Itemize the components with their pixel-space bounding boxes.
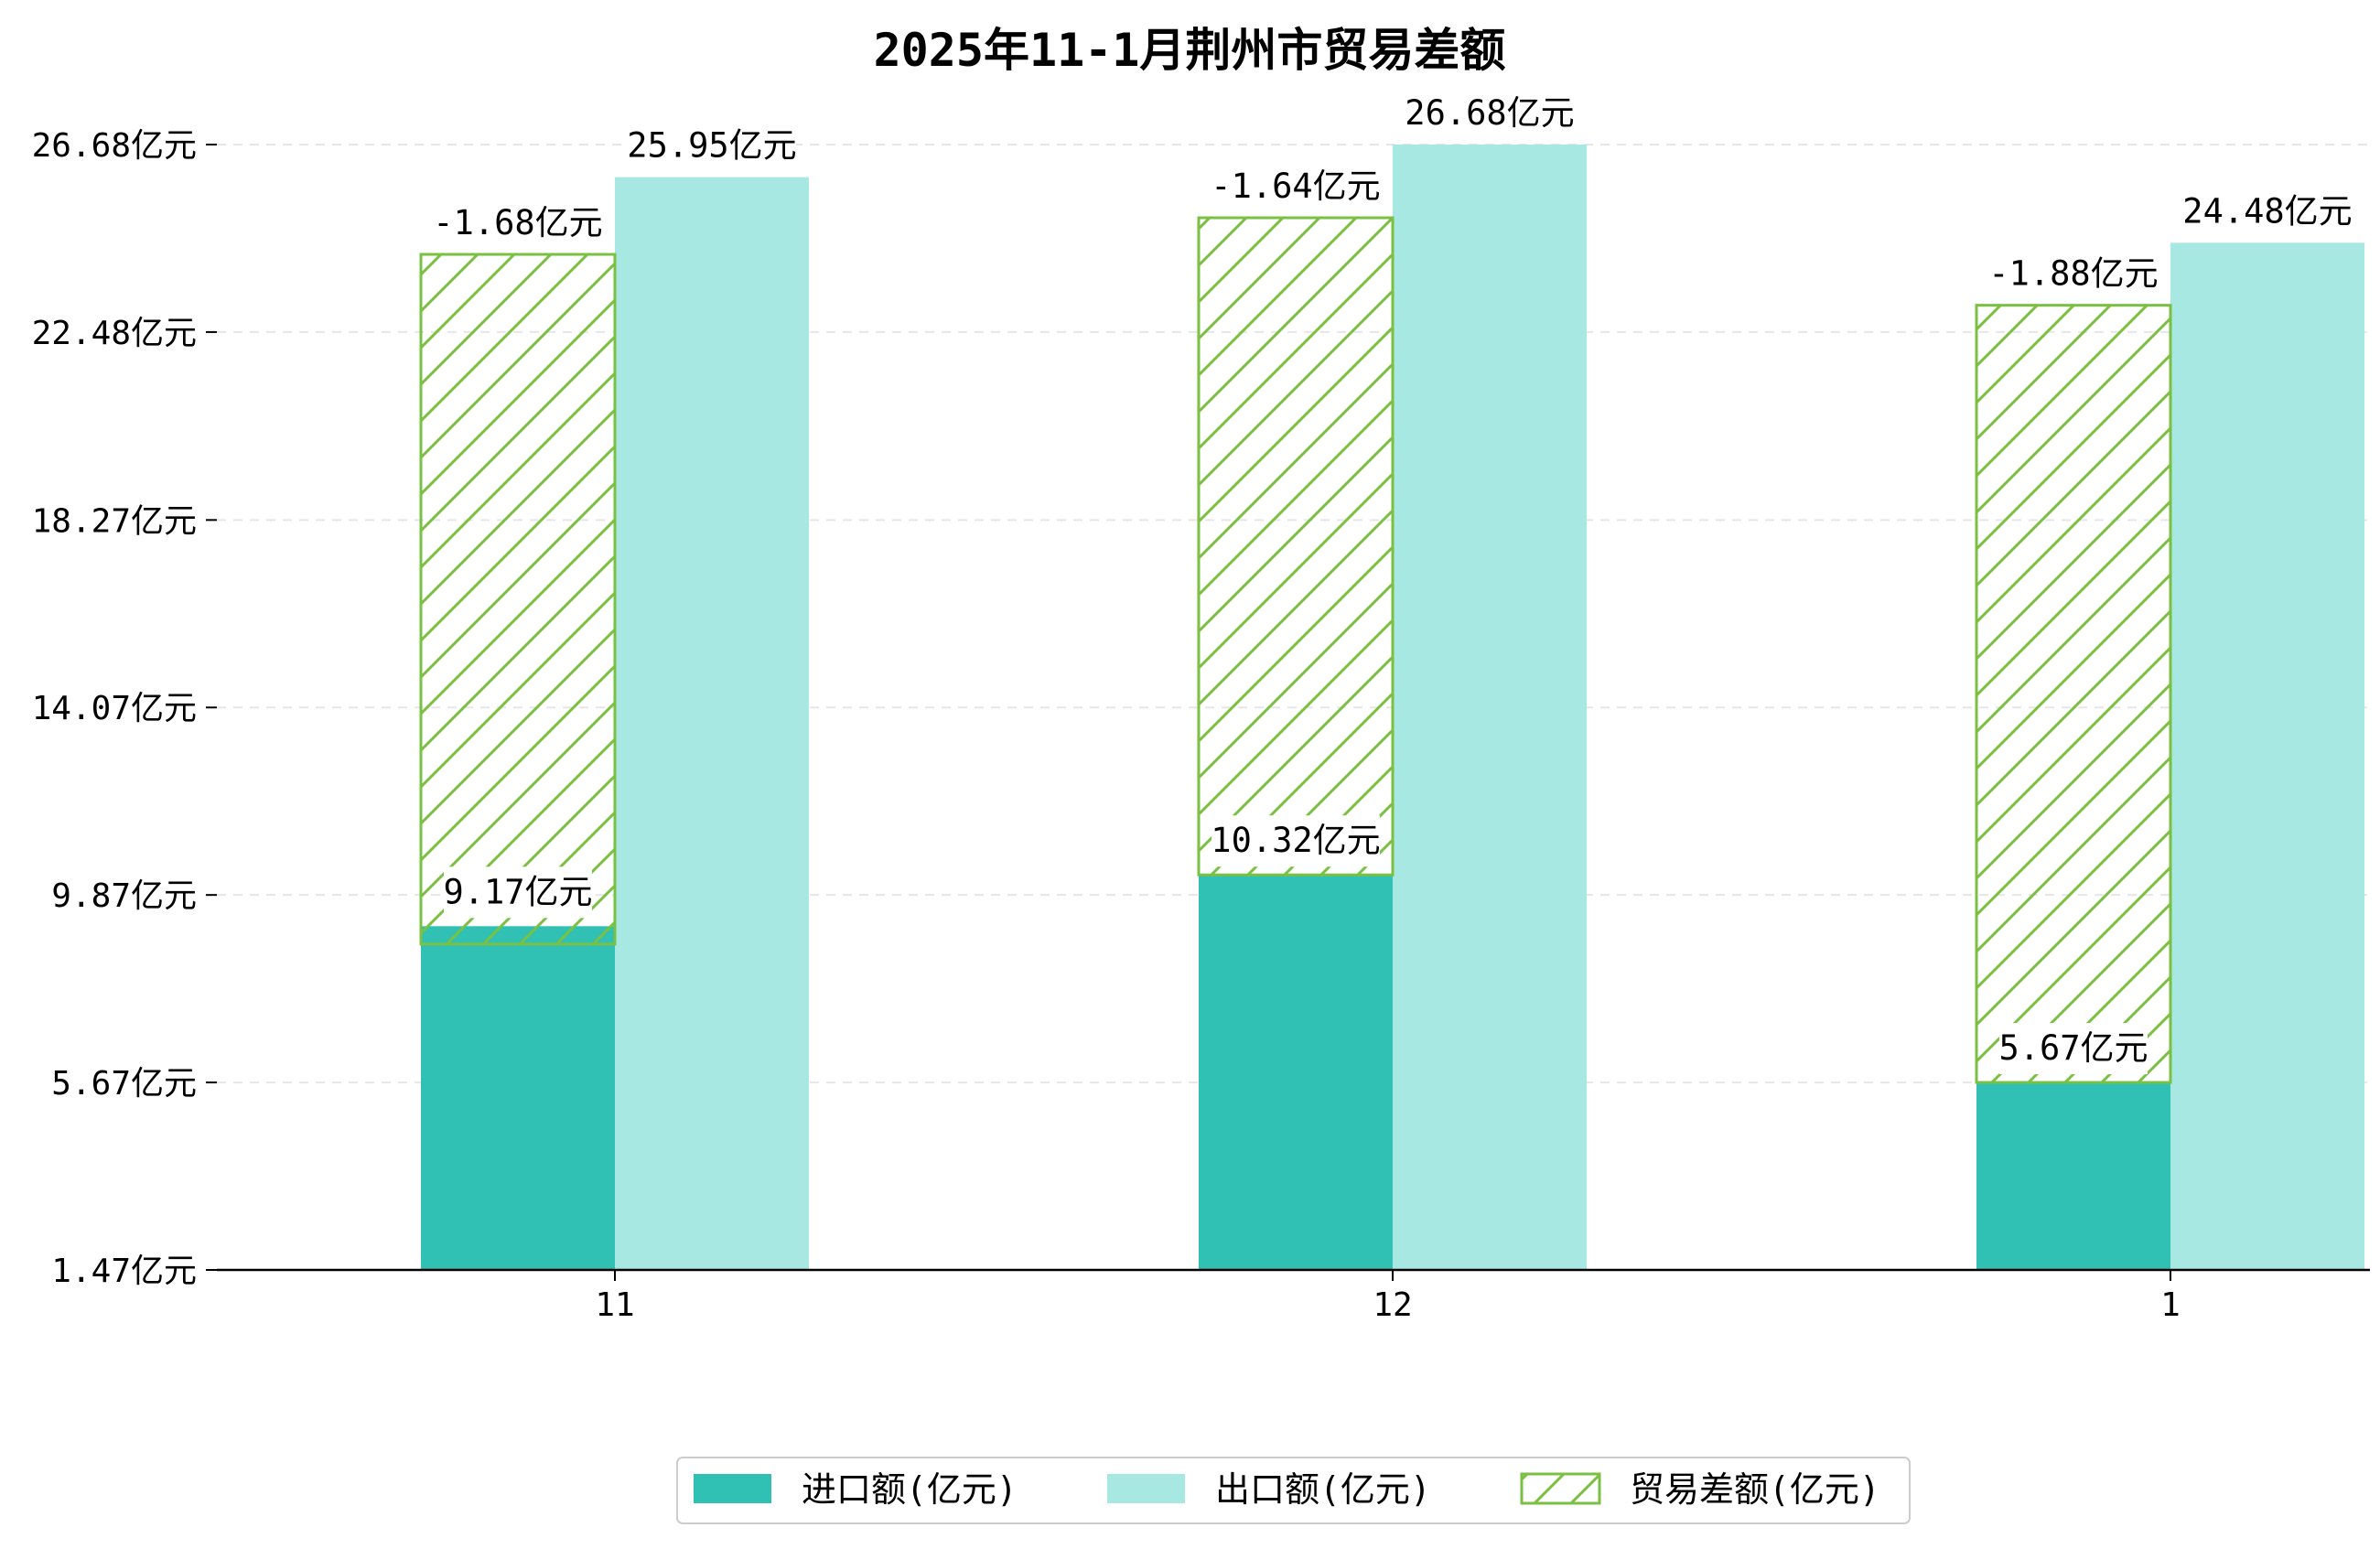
export-bar	[615, 177, 809, 1270]
x-tick-label: 1	[2160, 1286, 2181, 1324]
balance-value-label: -1.64亿元	[1211, 167, 1380, 206]
legend-export-swatch	[1107, 1474, 1185, 1503]
bars	[419, 145, 2364, 1270]
legend-balance-swatch	[1520, 1472, 1601, 1505]
import-value-label-bg	[444, 866, 592, 919]
legend-balance-label: 贸易差额(亿元)	[1630, 1469, 1880, 1510]
balance-value-label-bg	[1989, 248, 2158, 300]
data-labels: 9.17亿元 25.95亿元 -1.68亿元 10.32亿元 26.68亿元 -1.64亿…	[433, 88, 2353, 1075]
y-axis: 1.47亿元 5.67亿元 9.87亿元 14.07亿元 18.27亿元 22.48亿元 2…	[32, 127, 217, 1290]
export-value-label: 24.48亿元	[2182, 191, 2352, 231]
y-tick-label: 26.68亿元	[32, 127, 197, 165]
x-tick-label: 11	[595, 1286, 634, 1324]
export-value-label: 25.95亿元	[627, 126, 796, 166]
y-tick-label: 1.47亿元	[51, 1253, 197, 1290]
trade-balance-bar	[1197, 216, 1395, 877]
balance-value-label: -1.88亿元	[1988, 254, 2158, 294]
import-bar	[1199, 875, 1393, 1270]
balance-value-label: -1.68亿元	[433, 203, 602, 242]
legend: 进口额(亿元) 出口额(亿元) 贸易差额(亿元)	[676, 1457, 1911, 1524]
y-tick-label: 18.27亿元	[32, 502, 197, 540]
export-value-label: 26.68亿元	[1405, 93, 1574, 133]
balance-value-label-bg	[1212, 161, 1380, 213]
trade-balance-bar	[1975, 304, 2172, 1084]
export-bar	[2170, 242, 2364, 1270]
legend-export-label: 出口额(亿元)	[1215, 1469, 1431, 1510]
x-axis: 11 12 1	[217, 1268, 2370, 1324]
import-value-label-bg	[1212, 815, 1380, 867]
import-bar	[421, 926, 615, 1270]
import-value-label: 10.32亿元	[1211, 821, 1380, 860]
import-value-label: 9.17亿元	[443, 872, 592, 911]
y-tick-label: 22.48亿元	[32, 315, 197, 352]
legend-import-swatch	[694, 1474, 771, 1503]
x-tick-label: 12	[1373, 1286, 1412, 1324]
balance-value-label-bg	[434, 198, 602, 250]
export-value-label-bg	[1405, 88, 1574, 139]
export-value-label-bg	[628, 120, 796, 172]
chart-title: 2025年11-1月荆州市贸易差额	[874, 24, 1506, 77]
legend-box	[676, 1457, 1911, 1524]
legend-import-label: 进口额(亿元)	[802, 1469, 1018, 1510]
export-bar	[1393, 145, 1587, 1270]
export-value-label-bg	[2183, 186, 2352, 238]
trade-balance-bar	[419, 253, 617, 946]
y-tick-label: 9.87亿元	[51, 877, 197, 915]
import-bar	[1976, 1082, 2170, 1270]
y-tick-label: 14.07亿元	[32, 690, 197, 727]
import-value-label: 5.67亿元	[1998, 1028, 2148, 1068]
import-value-label-bg	[1999, 1023, 2148, 1075]
y-tick-label: 5.67亿元	[51, 1065, 197, 1103]
